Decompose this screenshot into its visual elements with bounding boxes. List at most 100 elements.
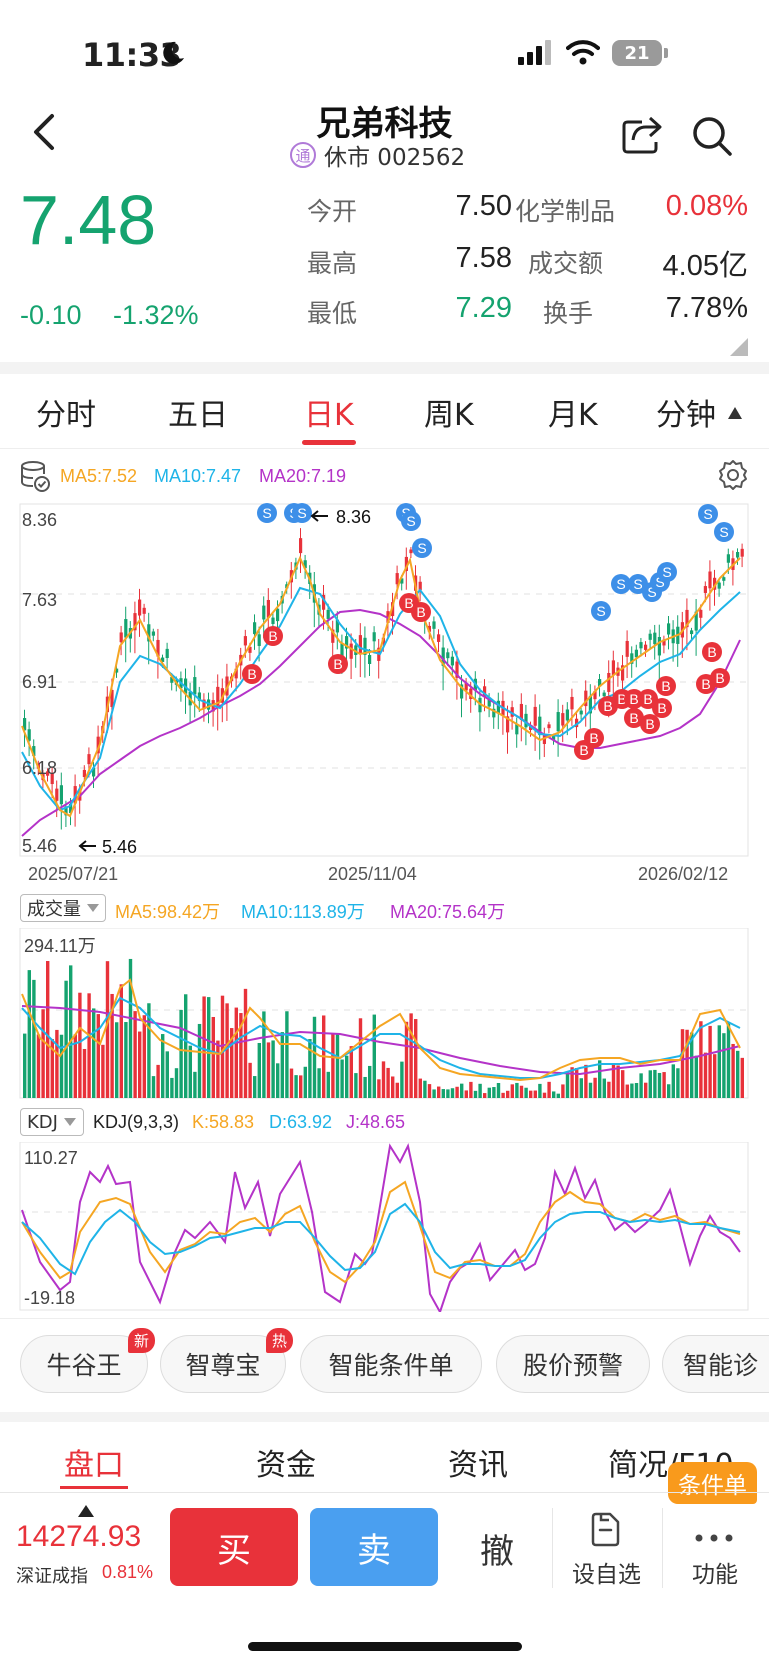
more-dots-icon[interactable] xyxy=(694,1528,734,1547)
svg-text:B: B xyxy=(603,698,612,714)
high-annotation: 8.36 xyxy=(336,507,371,527)
tab-weekly-k[interactable]: 周K xyxy=(424,398,474,433)
vol-ma20-label: MA20:75.64万 xyxy=(390,902,506,922)
candle-body xyxy=(110,689,114,707)
panel-tab-funds[interactable]: 资金 xyxy=(256,1448,316,1483)
chips-divider xyxy=(0,1318,769,1319)
svg-text:B: B xyxy=(268,628,277,644)
candle-body xyxy=(331,629,335,643)
tab-monthly-k[interactable]: 月K xyxy=(548,398,598,433)
candle-body xyxy=(713,577,717,590)
kline-chart[interactable]: S S S S S S S S S S S S S S S B B B B B … xyxy=(0,496,769,886)
chip-smart-diagnosis[interactable]: 智能诊 xyxy=(662,1335,769,1393)
volume-bar xyxy=(455,1086,459,1098)
new-badge: 新 xyxy=(127,1328,155,1353)
kdj-name: KDJ(9,3,3) xyxy=(93,1112,180,1132)
chip-smart-condition-order[interactable]: 智能条件单 xyxy=(300,1335,482,1393)
volume-bar xyxy=(579,1078,583,1098)
volume-bar xyxy=(685,1029,689,1098)
price-tick-1: 8.36 xyxy=(22,510,57,530)
volume-bar xyxy=(230,1028,234,1098)
candle-body xyxy=(340,643,344,657)
volume-bar xyxy=(657,1072,662,1098)
candle-body xyxy=(335,619,339,633)
tab-active-indicator xyxy=(302,440,356,445)
volume-bar xyxy=(510,1084,514,1098)
candle-body xyxy=(446,652,450,659)
sell-marker: S xyxy=(292,503,312,523)
svg-text:S: S xyxy=(596,603,605,619)
candle-body xyxy=(46,771,50,776)
volume-bar xyxy=(671,1064,675,1098)
volume-bar xyxy=(593,1077,597,1098)
volume-bar xyxy=(662,1072,666,1098)
volume-bar xyxy=(427,1084,432,1098)
candle-body xyxy=(722,577,726,581)
kdj-selector[interactable]: KDJ xyxy=(20,1108,84,1136)
candle-body xyxy=(708,571,712,589)
tab-intraday[interactable]: 分时 xyxy=(36,398,96,433)
chip-zhizunbao[interactable]: 智尊宝 热 xyxy=(160,1328,293,1393)
buy-button[interactable]: 买 xyxy=(170,1508,298,1586)
volume-bar xyxy=(487,1087,491,1098)
volume-bar xyxy=(602,1078,606,1098)
back-button[interactable] xyxy=(30,110,60,158)
volume-bar xyxy=(506,1090,510,1098)
kdj-chart[interactable]: 110.27 -19.18 xyxy=(0,1142,769,1312)
volume-bar xyxy=(358,1018,363,1098)
condition-order-badge[interactable]: 条件单 xyxy=(668,1462,757,1504)
candle-body xyxy=(598,679,602,687)
candle-body xyxy=(492,708,496,718)
volume-bar xyxy=(492,1087,496,1098)
chip-niuguwang[interactable]: 牛谷王 新 xyxy=(20,1328,155,1393)
add-watchlist-button[interactable]: 设自选 xyxy=(572,1562,641,1588)
share-icon[interactable] xyxy=(620,114,664,160)
price-tick-4: 6.18 xyxy=(22,758,57,778)
candle-body xyxy=(685,609,689,628)
tab-five-day[interactable]: 五日 xyxy=(168,398,228,433)
candle-body xyxy=(243,636,247,646)
date-tick-2: 2025/11/04 xyxy=(328,864,417,884)
candle-body xyxy=(487,698,491,707)
expand-corner-icon[interactable] xyxy=(730,338,748,360)
index-value[interactable]: 14274.93 xyxy=(16,1520,142,1553)
tab-minute[interactable]: 分钟 xyxy=(656,398,716,433)
sector-label[interactable]: 化学制品 xyxy=(515,197,616,226)
volume-chart[interactable]: 294.11万 xyxy=(0,928,769,1100)
minute-dropdown-icon[interactable] xyxy=(728,404,742,423)
volume-bar xyxy=(161,1034,165,1098)
volume-bar xyxy=(197,1023,202,1098)
candle-body xyxy=(156,639,160,657)
sell-button[interactable]: 卖 xyxy=(310,1508,438,1586)
panel-tab-news[interactable]: 资讯 xyxy=(448,1448,508,1483)
svg-text:S: S xyxy=(647,584,656,600)
sell-marker: S xyxy=(698,504,718,524)
cancel-button[interactable]: 撤 xyxy=(480,1532,514,1572)
stock-subtitle: 通 休市 002562 xyxy=(290,138,465,172)
svg-text:S: S xyxy=(655,574,664,590)
candle-body xyxy=(432,621,436,629)
database-icon[interactable] xyxy=(20,460,50,496)
volume-bar xyxy=(124,1022,128,1098)
settings-gear-icon[interactable] xyxy=(716,458,750,496)
volume-selector[interactable]: 成交量 xyxy=(20,894,106,922)
volume-bar xyxy=(27,970,31,1098)
watchlist-doc-icon[interactable] xyxy=(588,1510,624,1552)
candle-body xyxy=(82,769,86,777)
kline-markers: S S S S S S S S S S S S S S S B B B B B … xyxy=(242,503,734,760)
candle-body xyxy=(625,640,629,657)
panel-tab-orderbook[interactable]: 盘口 xyxy=(64,1448,124,1483)
volume-bar xyxy=(381,1061,386,1098)
volume-bar xyxy=(188,1045,192,1098)
volume-bar xyxy=(418,1078,422,1098)
chip-price-alert[interactable]: 股价预警 xyxy=(496,1335,650,1393)
volume-bar xyxy=(179,1009,183,1098)
svg-text:S: S xyxy=(417,540,426,556)
function-button[interactable]: 功能 xyxy=(692,1562,738,1588)
candle-body xyxy=(441,647,445,666)
tab-daily-k[interactable]: 日K xyxy=(304,398,354,433)
low-value: 7.29 xyxy=(455,292,512,324)
volume-bar xyxy=(395,1082,399,1098)
volume-bar xyxy=(174,1068,179,1098)
search-icon[interactable] xyxy=(690,114,734,162)
